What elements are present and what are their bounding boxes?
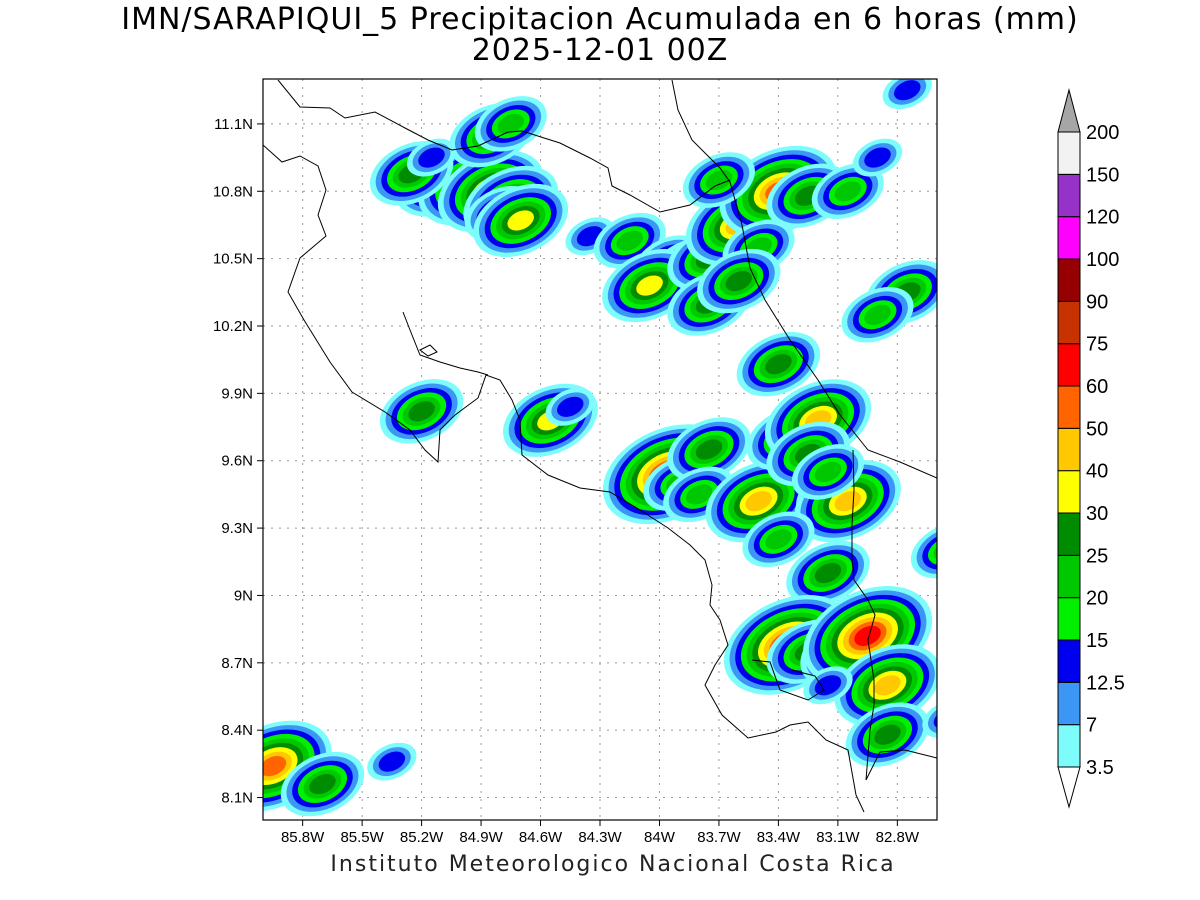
lat-tick-label: 9.3N (221, 520, 253, 537)
colorbar-label: 7 (1086, 715, 1097, 737)
colorbar-label: 50 (1086, 418, 1108, 440)
precip-cell (473, 183, 569, 258)
colorbar-segment (1057, 554, 1081, 599)
footer-credit: Instituto Meteorologico Nacional Costa R… (330, 852, 896, 877)
lat-tick-label: 8.7N (221, 655, 253, 672)
nicoya-inner-coast (402, 311, 489, 376)
precip-cell (922, 700, 937, 738)
lat-tick-label: 9N (234, 587, 253, 604)
lon-tick-label: 84.6W (519, 829, 563, 846)
osa-peninsula (751, 659, 825, 701)
colorbar-segment (1057, 470, 1081, 514)
lon-tick-label: 83.4W (757, 829, 801, 846)
colorbar-label: 40 (1086, 461, 1108, 483)
colorbar-segment (1057, 597, 1081, 641)
precip-cell (791, 444, 864, 500)
colorbar-label: 200 (1086, 122, 1119, 144)
nicoya-island (419, 344, 438, 357)
colorbar-segment (1057, 343, 1081, 387)
colorbar-label: 15 (1086, 630, 1108, 652)
nicaragua-coastline (277, 79, 523, 151)
nicaragua-costa-rica-border (521, 130, 731, 213)
precip-cell (852, 138, 903, 177)
colorbar-label: 20 (1086, 588, 1108, 610)
colorbar-segment (1057, 216, 1081, 260)
lon-tick-label: 85.2W (400, 829, 444, 846)
colorbar-high-arrow (1057, 88, 1081, 133)
precipitation-contours (263, 79, 937, 817)
colorbar-label: 3.5 (1086, 757, 1114, 779)
colorbar-low-arrow (1057, 766, 1081, 809)
colorbar-label: 60 (1086, 376, 1108, 398)
lat-tick-label: 10.5N (213, 251, 253, 268)
lat-tick-label: 10.2N (213, 318, 253, 335)
precip-cell (811, 163, 884, 220)
colorbar-segment (1057, 173, 1081, 218)
colorbar-label: 150 (1086, 164, 1119, 186)
precip-cell (682, 152, 755, 208)
panama-border (851, 449, 876, 781)
map-subtitle-date: 2025-12-01 00Z (471, 33, 729, 68)
precip-cell (910, 522, 937, 579)
lat-tick-label: 10.8N (213, 183, 253, 200)
colorbar-label: 90 (1086, 291, 1108, 313)
precip-cell (474, 96, 547, 152)
map-title: IMN/SARAPIQUI_5 Precipitacion Acumulada … (121, 2, 1079, 37)
coastline-borders (263, 79, 937, 813)
colorbar-label: 75 (1086, 334, 1108, 356)
colorbar-label: 30 (1086, 503, 1108, 525)
precip-cell (379, 379, 464, 444)
precip-cell (663, 466, 736, 523)
precip-cell (280, 751, 365, 817)
lon-tick-label: 84W (644, 829, 676, 846)
precip-cell (742, 511, 815, 568)
lon-tick-label: 84.3W (578, 829, 622, 846)
colorbar-segment (1057, 639, 1081, 683)
precip-cell (697, 248, 781, 314)
lon-tick-label: 84.9W (459, 829, 503, 846)
precip-cell (841, 287, 914, 343)
precip-cell (882, 79, 932, 110)
precip-cell (667, 417, 751, 482)
precip-cell (406, 138, 457, 177)
lat-tick-label: 9.6N (221, 453, 253, 470)
colorbar-segment (1057, 131, 1081, 175)
colorbar-label: 12.5 (1086, 672, 1125, 694)
lat-tick-label: 11.1N (214, 116, 253, 133)
colorbar-legend: 3.5 7 12.5 15 20 25 30 40 50 60 75 90 100 120 150 200 (1057, 88, 1125, 809)
precip-cell (545, 387, 595, 426)
lat-tick-label: 9.9N (221, 385, 253, 402)
colorbar-segment (1057, 385, 1081, 429)
precip-cell (786, 540, 870, 606)
colorbar-label: 100 (1086, 249, 1119, 271)
colorbar-segment (1057, 724, 1081, 768)
lon-tick-label: 83.1W (816, 829, 860, 846)
colorbar-segment (1057, 681, 1081, 726)
latitude-ticks: 8.1N 8.4N 8.7N 9N 9.3N 9.6N 9.9N 10.2N 10.5N 10.8… (213, 116, 263, 807)
lat-tick-label: 8.4N (221, 722, 253, 739)
longitude-ticks: 85.8W 85.5W 85.2W 84.9W 84.6W 84.3W 84W 83.7W 83… (281, 820, 920, 846)
precip-cell (367, 742, 417, 781)
colorbar-segment (1057, 512, 1081, 556)
lon-tick-label: 83.7W (697, 829, 741, 846)
precip-cell (736, 331, 821, 397)
colorbar-label: 120 (1086, 207, 1119, 229)
colorbar-segment (1057, 427, 1081, 472)
precip-cell (834, 644, 937, 727)
lon-tick-label: 85.8W (281, 829, 325, 846)
lat-tick-label: 8.1N (221, 790, 253, 807)
precip-cell (845, 702, 930, 767)
precip-cell (794, 460, 901, 543)
colorbar-label: 25 (1086, 545, 1108, 567)
panama-coastline (865, 749, 937, 781)
lon-tick-label: 82.8W (876, 829, 920, 846)
pacific-coastline-north (263, 144, 865, 813)
caribbean-coastline (671, 79, 937, 479)
colorbar-segment (1057, 258, 1081, 302)
lon-tick-label: 85.5W (340, 829, 384, 846)
colorbar-segment (1057, 300, 1081, 345)
